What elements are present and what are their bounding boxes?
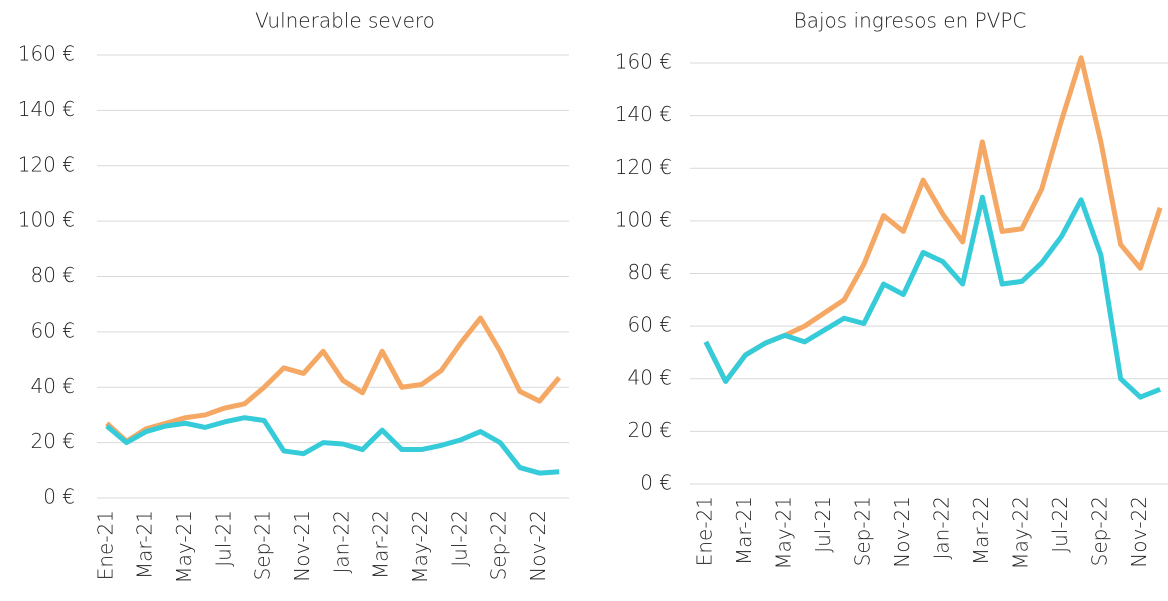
y-tick-label: 20 € (30, 429, 75, 453)
x-tick-label: Sep-21 (850, 496, 874, 566)
y-tick-label: 60 € (30, 318, 75, 342)
y-tick-label: 0 € (640, 471, 672, 495)
x-tick-label: Mar-21 (133, 510, 157, 579)
y-tick-label: 140 € (615, 102, 672, 126)
series-line (105, 315, 562, 444)
x-tick-label: Ene-21 (692, 496, 716, 566)
x-tick-label: Mar-21 (732, 496, 756, 565)
x-tick-label: Nov-22 (526, 510, 550, 582)
x-tick-label: May-21 (172, 510, 196, 584)
y-tick-label: 20 € (627, 418, 672, 442)
y-tick-label: 80 € (30, 263, 75, 287)
y-tick-label: 40 € (627, 365, 672, 389)
y-tick-label: 100 € (18, 208, 75, 232)
y-tick-label: 160 € (615, 50, 672, 74)
x-tick-label: May-22 (1008, 496, 1032, 570)
x-tick-label: Jul-22 (1048, 496, 1072, 553)
x-tick-label: May-21 (771, 496, 795, 570)
chart-title: Bajos ingresos en PVPC (794, 9, 1027, 33)
x-tick-label: Jul-22 (447, 510, 471, 567)
y-tick-label: 40 € (30, 374, 75, 398)
x-tick-label: Nov-21 (890, 496, 914, 568)
y-tick-label: 80 € (627, 260, 672, 284)
x-tick-label: Ene-21 (93, 510, 117, 580)
x-tick-label: Jul-21 (811, 496, 835, 553)
series-line (703, 194, 1162, 400)
x-tick-label: Nov-22 (1127, 496, 1151, 568)
x-tick-label: Sep-21 (251, 510, 275, 580)
chart-title: Vulnerable severo (255, 9, 435, 33)
x-tick-label: Jul-21 (211, 510, 235, 567)
y-tick-label: 120 € (18, 152, 75, 176)
x-tick-label: Sep-22 (487, 510, 511, 580)
x-tick-label: Mar-22 (969, 496, 993, 565)
x-tick-label: Nov-21 (290, 510, 314, 582)
series-line (703, 55, 1163, 384)
y-tick-label: 60 € (627, 313, 672, 337)
y-tick-label: 100 € (615, 207, 672, 231)
series-line (105, 415, 560, 476)
x-tick-label: Sep-22 (1087, 496, 1111, 566)
y-tick-label: 160 € (18, 42, 75, 66)
x-tick-label: Jan-22 (929, 496, 953, 560)
y-tick-label: 140 € (18, 97, 75, 121)
y-tick-label: 120 € (615, 155, 672, 179)
x-tick-label: Mar-22 (369, 510, 393, 579)
x-tick-label: Jan-22 (329, 510, 353, 574)
x-tick-label: May-22 (408, 510, 432, 584)
y-tick-label: 0 € (43, 485, 75, 509)
